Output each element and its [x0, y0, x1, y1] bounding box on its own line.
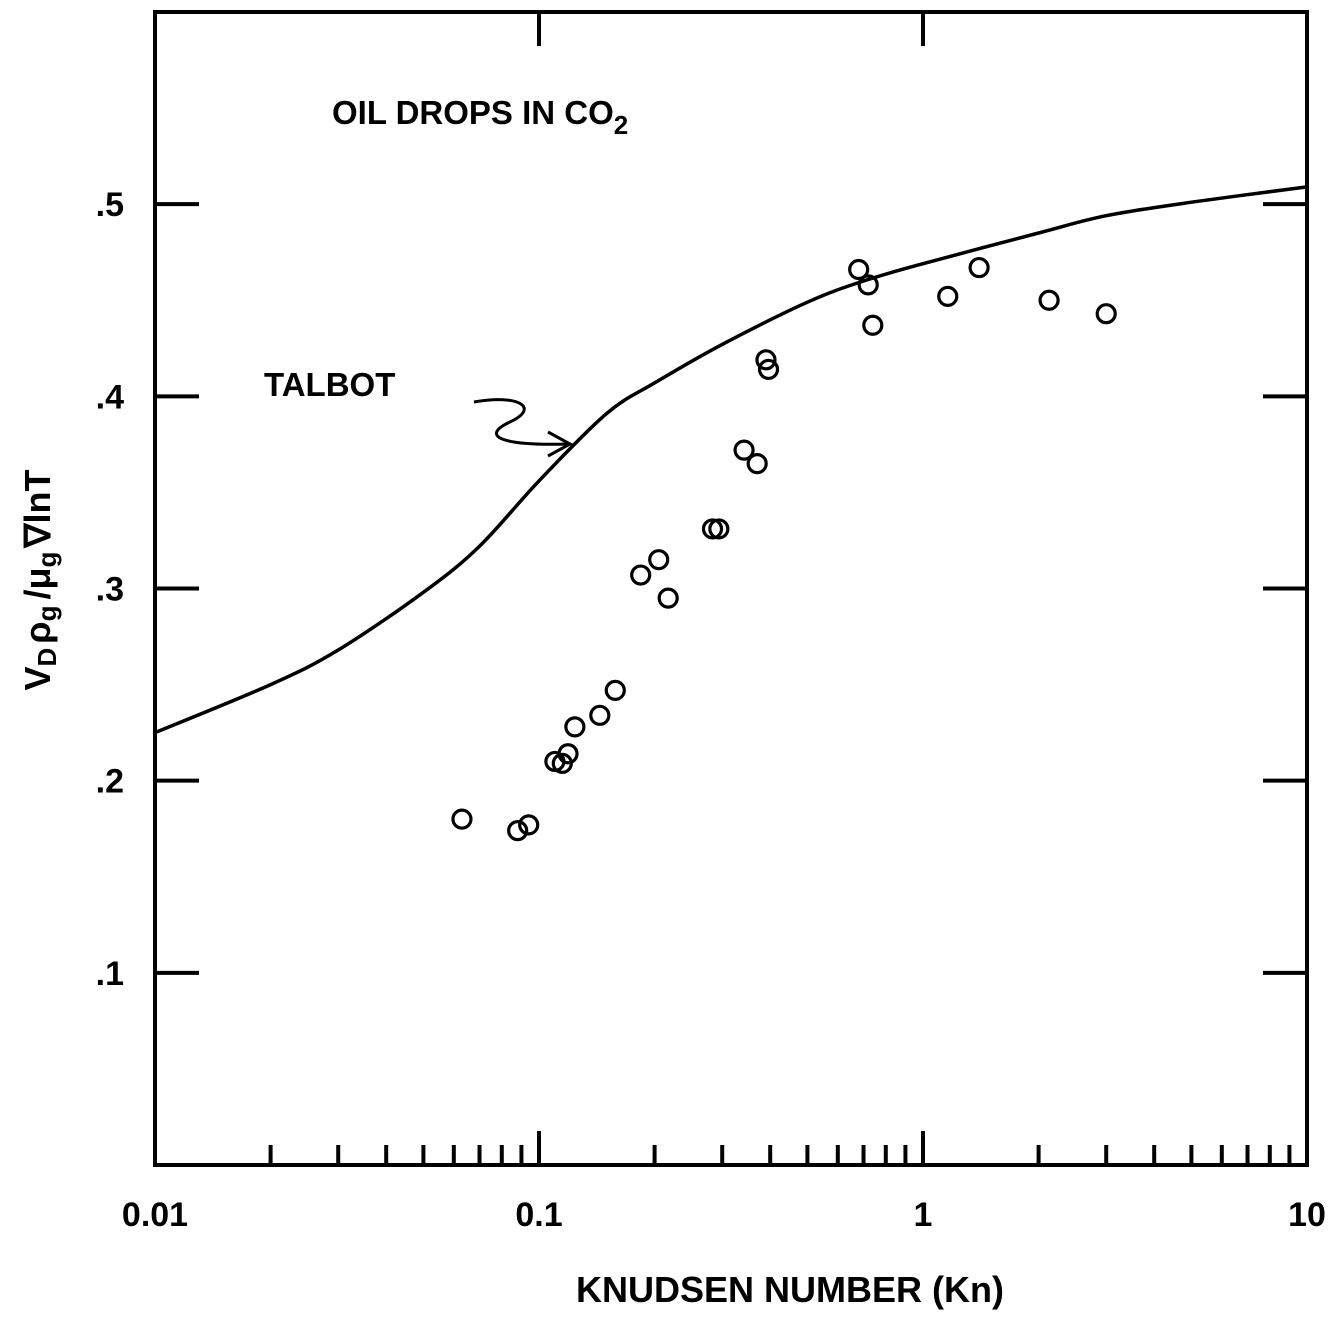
- data-point: [862, 314, 884, 336]
- x-tick-label: 0.1: [515, 1196, 562, 1234]
- data-point: [733, 439, 755, 461]
- x-axis-title: KNUDSEN NUMBER (Kn): [576, 1269, 1004, 1310]
- y-tick-label: .4: [96, 378, 124, 416]
- data-point: [630, 564, 652, 586]
- data-point: [746, 452, 768, 475]
- x-tick-label: 10: [1288, 1196, 1326, 1234]
- data-point: [848, 258, 870, 281]
- data-point: [1095, 303, 1117, 325]
- talbot-curve-layer: [154, 185, 1308, 735]
- plot-frame: [153, 10, 1309, 1167]
- data-point: [701, 518, 724, 540]
- y-axis-title: VDρg/μg∇lnT: [17, 470, 62, 691]
- data-point: [564, 716, 586, 738]
- data-point: [589, 704, 611, 726]
- data-point: [648, 549, 670, 571]
- data-point: [968, 256, 990, 279]
- data-point: [1038, 289, 1060, 311]
- data-point: [857, 274, 879, 296]
- data-point: [604, 679, 626, 701]
- talbot-arrowhead: [547, 430, 574, 458]
- y-tick-labels: .1 .2 .3 .4 .5: [96, 186, 124, 993]
- data-point: [657, 587, 679, 609]
- data-point: [708, 518, 730, 540]
- x-tick-labels: 0.01 0.1 1 10: [122, 1196, 1326, 1234]
- data-point: [451, 808, 473, 830]
- x-tick-label: 1: [914, 1196, 933, 1234]
- y-tick-label: .2: [96, 763, 124, 801]
- x-tick-label: 0.01: [122, 1196, 188, 1234]
- talbot-arrow: [473, 398, 569, 446]
- data-point: [507, 820, 529, 842]
- data-point: [518, 814, 540, 836]
- data-point: [557, 743, 579, 765]
- talbot-curve: [154, 185, 1308, 735]
- data-point: [755, 349, 777, 371]
- tick-marks: [155, 12, 1307, 1165]
- y-tick-label: .3: [96, 571, 124, 609]
- data-points-layer: [451, 256, 1117, 842]
- y-tick-label: .5: [96, 186, 124, 224]
- talbot-label: TALBOT: [264, 366, 395, 403]
- data-point: [757, 358, 780, 381]
- y-tick-label: .1: [96, 955, 124, 993]
- system-label: OIL DROPS IN CO2: [332, 94, 628, 140]
- data-point: [937, 285, 959, 308]
